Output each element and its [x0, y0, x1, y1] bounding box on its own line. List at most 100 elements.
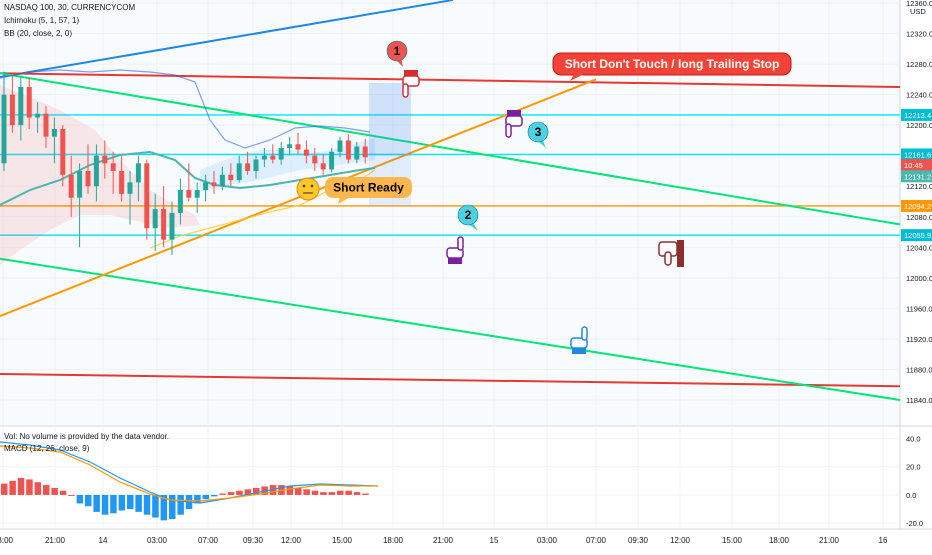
- hand-cuff: [448, 258, 462, 264]
- time-axis-tick-label: 03:00: [147, 536, 168, 545]
- candle-body: [211, 182, 217, 187]
- macd-histogram-bar: [244, 489, 252, 495]
- price-marker-label: 12055.9: [904, 231, 931, 240]
- price-axis-tick-label: 12320.0: [906, 30, 932, 39]
- callout-short-dont-touch-bg: [552, 52, 792, 76]
- macd-axis-tick-label: 20.0: [906, 463, 921, 472]
- price-axis-tick-label: 12040.0: [906, 243, 932, 252]
- candle-body: [320, 163, 326, 170]
- callout-short-dont-touch-text: Short Don't Touch / long Trailing Stop: [565, 57, 780, 71]
- candle-body: [194, 190, 200, 198]
- candle-body: [144, 163, 150, 229]
- time-axis-tick-label: 12:00: [281, 536, 302, 545]
- callout-pointer: [570, 73, 586, 81]
- macd-histogram-bar: [337, 490, 344, 495]
- price-marker-bg: [901, 229, 932, 242]
- candle-body: [354, 146, 360, 160]
- candle-body: [337, 140, 343, 152]
- macd-histogram-bar: [194, 494, 201, 504]
- hand-down-icon: [505, 110, 523, 138]
- thumb-finger: [664, 251, 672, 266]
- macd-histogram-bar: [202, 494, 210, 500]
- macd-histogram-bar: [51, 487, 58, 495]
- candle-body: [312, 155, 318, 164]
- macd-histogram-bar: [295, 487, 302, 495]
- candle-body: [93, 155, 99, 187]
- hand-up-icon: [446, 236, 464, 264]
- volume-legend: Vol: No volume is provided by the data v…: [4, 432, 169, 441]
- macd-histogram-bar: [219, 493, 226, 495]
- macd-axis-tick-label: 40.0: [906, 434, 921, 443]
- hand-cuff: [572, 348, 586, 354]
- macd-histogram-bar: [160, 494, 168, 521]
- marker-2-text: 2: [465, 208, 472, 222]
- ichimoku-legend: Ichimoku (5, 1, 57, 1): [4, 16, 80, 25]
- macd-histogram-bar: [85, 494, 92, 507]
- time-axis-tick-label: 15:00: [332, 536, 353, 545]
- smiley-eye: [310, 184, 314, 188]
- time-axis-tick-label: 14: [99, 536, 108, 545]
- macd-histogram-bar: [320, 492, 327, 495]
- candle-body: [270, 155, 276, 160]
- price-marker-bg: [901, 170, 932, 183]
- ichimoku-cloud-red: [0, 85, 200, 265]
- candle-body: [228, 174, 234, 181]
- macd-histogram-bar: [227, 492, 235, 495]
- candle-body: [329, 151, 335, 170]
- candle-body: [261, 155, 267, 160]
- macd-histogram-bar: [110, 494, 117, 514]
- price-marker-bg: [901, 108, 932, 121]
- price-marker-label: 12161.6: [904, 150, 931, 159]
- candle-body: [303, 149, 309, 156]
- macd-histogram-bar: [152, 494, 159, 518]
- macd-histogram-bar: [118, 494, 126, 511]
- macd-histogram-bar: [328, 492, 336, 495]
- price-axis-tick-label: 11920.0: [906, 335, 932, 344]
- bollinger-legend: BB (20, close, 2, 0): [4, 29, 73, 38]
- candle-body: [219, 174, 225, 187]
- candle-body: [253, 159, 259, 171]
- macd-histogram-bar: [286, 486, 294, 495]
- price-marker-bg: [901, 199, 932, 212]
- candle-body: [127, 182, 133, 194]
- macd-histogram-bar: [135, 494, 142, 512]
- price-marker-bg: [901, 158, 932, 171]
- candle-body: [295, 144, 301, 150]
- macd-histogram-bar: [362, 493, 369, 495]
- time-axis-tick-label: 07:00: [198, 536, 219, 545]
- candle-body: [110, 163, 116, 171]
- hand-finger: [581, 326, 588, 341]
- trend-line: [0, 72, 901, 226]
- smiley-icon: [296, 177, 320, 201]
- thumbs-down-icon: [658, 240, 684, 267]
- time-axis-tick-label: 07:00: [586, 536, 607, 545]
- macd-histogram-bar: [9, 480, 16, 495]
- hand-down-icon: [402, 70, 420, 98]
- marker-2-circle: [457, 204, 479, 226]
- price-axis-tick-label: 12080.0: [906, 213, 932, 222]
- hand-cuff: [404, 70, 418, 76]
- macd-histogram-bar: [177, 494, 184, 515]
- time-axis-tick-label: 21:00: [433, 536, 454, 545]
- bollinger-upper-band: [0, 69, 371, 149]
- callout-short-ready-text: Short Ready: [333, 181, 404, 195]
- symbol-title: NASDAQ 100, 30, CURRENCYCOM: [4, 3, 136, 12]
- macd-histogram-bar: [236, 490, 243, 495]
- price-axis-tick-label: 11840.0: [906, 396, 932, 405]
- trend-line: [0, 0, 454, 79]
- price-marker-label: 12213.4: [904, 111, 931, 120]
- price-marker-bg: [901, 148, 932, 161]
- candle-body: [43, 113, 49, 137]
- price-axis-unit: USD: [910, 7, 926, 16]
- macd-signal-line: [0, 445, 378, 502]
- candle-body: [9, 94, 15, 126]
- trend-line: [0, 72, 901, 88]
- macd-legend: MACD (12, 26, close, 9): [4, 444, 90, 453]
- macd-histogram-bar: [211, 494, 218, 497]
- macd-histogram-bar: [311, 490, 319, 495]
- candle-body: [161, 209, 167, 240]
- macd-axis-tick-label: -20.0: [906, 519, 923, 528]
- candle-body: [186, 190, 192, 198]
